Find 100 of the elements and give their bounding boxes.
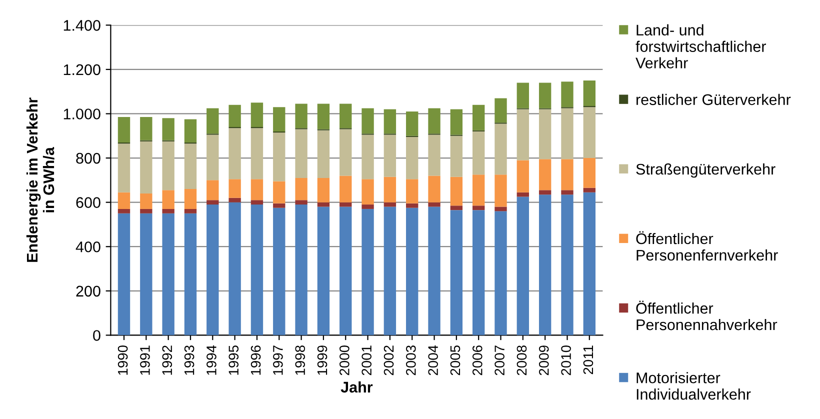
- bar: [450, 210, 463, 336]
- bar: [494, 124, 507, 175]
- x-tick-label: 2008: [516, 346, 527, 376]
- bar: [162, 190, 174, 209]
- bar: [494, 206, 507, 212]
- x-tick-label: 2003: [406, 346, 416, 376]
- x-tick-label: 2000: [340, 345, 350, 376]
- bar: [561, 190, 574, 195]
- y-tick-label: 0: [93, 330, 100, 341]
- bar: [472, 131, 485, 175]
- bar: [118, 117, 130, 143]
- bar: [428, 134, 440, 176]
- bar: [538, 82, 552, 108]
- x-tick-label: 1991: [140, 346, 150, 375]
- bar: [273, 181, 286, 204]
- bar: [250, 204, 264, 336]
- bar: [450, 176, 463, 206]
- bar: [561, 194, 574, 336]
- bar: [228, 104, 241, 128]
- bar: [118, 213, 130, 336]
- bar: [118, 208, 130, 214]
- bar: [184, 119, 197, 143]
- bar: [162, 141, 174, 190]
- bar: [140, 213, 152, 336]
- bar: [295, 200, 308, 205]
- bar: [406, 203, 418, 208]
- bar: [406, 136, 418, 180]
- bar: [228, 202, 241, 336]
- y-tick-label: 1.400: [64, 20, 100, 31]
- bar: [362, 208, 374, 336]
- bar: [384, 176, 396, 202]
- x-tick-label: 2009: [538, 346, 549, 376]
- bar: [516, 192, 530, 197]
- bar: [406, 179, 418, 204]
- bar: [273, 208, 286, 336]
- bar: [450, 109, 463, 135]
- bar: [184, 144, 197, 190]
- bar: [583, 192, 596, 336]
- bar: [583, 188, 596, 192]
- bar: [140, 117, 152, 140]
- bar: [384, 134, 396, 177]
- bar: [140, 193, 152, 209]
- bar: [184, 208, 197, 214]
- bar: [561, 108, 574, 160]
- legend-label: Land- und forstwirtschaftlicher Verkehr: [636, 24, 766, 68]
- bar: [362, 179, 374, 205]
- x-tick-label: 2007: [494, 346, 504, 376]
- bar: [228, 128, 241, 180]
- x-tick-label: 2011: [583, 346, 594, 374]
- bar: [428, 108, 440, 134]
- bar: [561, 159, 574, 190]
- bar: [162, 118, 174, 140]
- bar: [295, 204, 308, 336]
- bar: [384, 109, 396, 134]
- x-tick-label: 1990: [118, 345, 128, 375]
- y-tick-label: 200: [76, 286, 100, 297]
- bar: [406, 112, 418, 136]
- x-tick-label: 1996: [250, 346, 261, 375]
- x-tick-label: 1992: [162, 346, 172, 375]
- bar: [273, 132, 286, 182]
- bar: [538, 190, 552, 195]
- y-tick-label: 400: [76, 241, 100, 252]
- bar: [273, 203, 286, 208]
- bar: [583, 107, 596, 158]
- bar: [317, 130, 330, 178]
- bar: [472, 210, 485, 336]
- bar: [250, 179, 264, 200]
- bar: [162, 208, 174, 214]
- bar: [295, 104, 308, 128]
- bar: [494, 98, 507, 123]
- bar: [472, 206, 485, 210]
- bar: [317, 104, 330, 130]
- x-tick-label: 1998: [295, 346, 306, 375]
- x-tick-label: 2006: [472, 346, 482, 376]
- x-tick-label: 1999: [317, 346, 328, 375]
- legend-label: Öffentlicher Personenfernverkehr: [636, 231, 778, 261]
- bar: [140, 141, 152, 194]
- y-tick-label: 1.000: [64, 108, 100, 120]
- bar: [450, 136, 463, 177]
- bar: [494, 211, 507, 336]
- bar: [340, 104, 352, 128]
- bar: [583, 80, 596, 106]
- bar: [516, 160, 530, 192]
- bar: [184, 213, 197, 336]
- bar: [494, 174, 507, 207]
- x-tick-label: 1994: [206, 345, 216, 375]
- bar: [428, 176, 440, 202]
- bar: [384, 206, 396, 336]
- x-tick-label: 2002: [384, 346, 394, 376]
- bar: [516, 82, 530, 108]
- bar: [250, 128, 264, 180]
- x-tick-label: 1995: [228, 346, 239, 375]
- bar: [228, 179, 241, 198]
- bar: [228, 198, 241, 202]
- bar: [184, 189, 197, 209]
- x-tick-label: 2004: [428, 345, 438, 376]
- x-axis-title: Jahr: [340, 381, 373, 393]
- bar: [118, 192, 130, 209]
- legend-label: restlicher Güterverkehr: [636, 94, 791, 106]
- bar: [538, 194, 552, 336]
